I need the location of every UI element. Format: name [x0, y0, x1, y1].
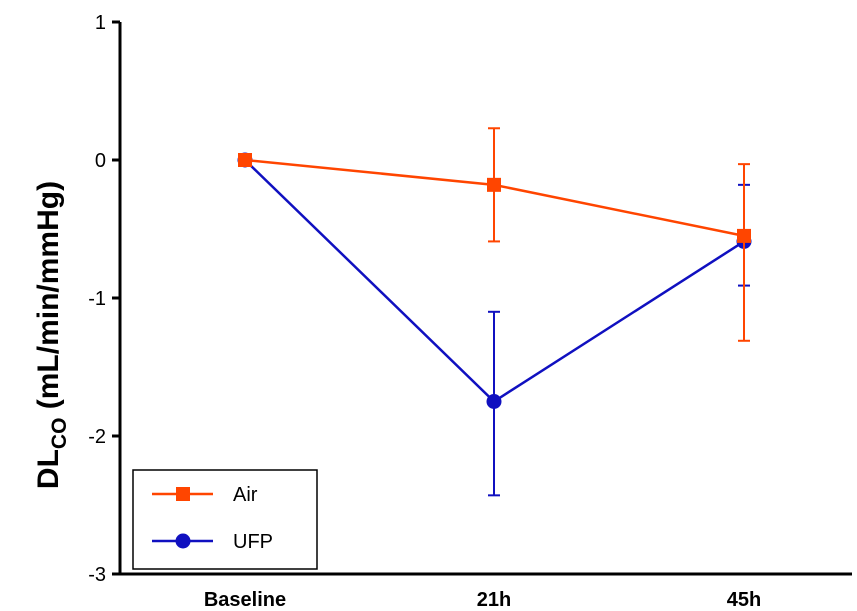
legend-item-ufp: UFP — [152, 531, 273, 553]
legend-label: UFP — [233, 531, 273, 553]
y-axis-label: DLCO (mL/min/mmHg) — [32, 181, 71, 489]
y-ticks: 1 0 -1 -2 -3 — [88, 12, 120, 586]
legend-marker — [176, 487, 190, 501]
series-air — [238, 127, 751, 342]
y-axis-label-unit: (mL/min/mmHg) — [32, 181, 65, 418]
y-tick-label: -2 — [88, 426, 106, 448]
y-tick-label: 0 — [95, 150, 106, 172]
data-point — [487, 177, 501, 192]
y-axis-label-main: DL — [32, 449, 65, 489]
y-tick-label: -1 — [88, 288, 106, 310]
y-axis-label-subscript: CO — [48, 418, 71, 450]
legend-item-air: Air — [152, 484, 258, 506]
series-layer — [237, 127, 752, 497]
x-category-labels: Baseline 21h 45h — [204, 589, 761, 611]
y-tick-label: 1 — [95, 12, 106, 34]
legend-marker — [175, 533, 191, 549]
data-point — [486, 394, 502, 409]
y-tick-label: -3 — [88, 564, 106, 586]
x-category-label: 21h — [477, 589, 511, 611]
legend: Air UFP — [132, 469, 318, 570]
data-point — [737, 228, 751, 243]
data-point — [238, 153, 252, 167]
x-category-label: 45h — [727, 589, 761, 611]
x-category-label: Baseline — [204, 589, 286, 611]
legend-box — [132, 469, 318, 570]
legend-label: Air — [233, 484, 258, 506]
